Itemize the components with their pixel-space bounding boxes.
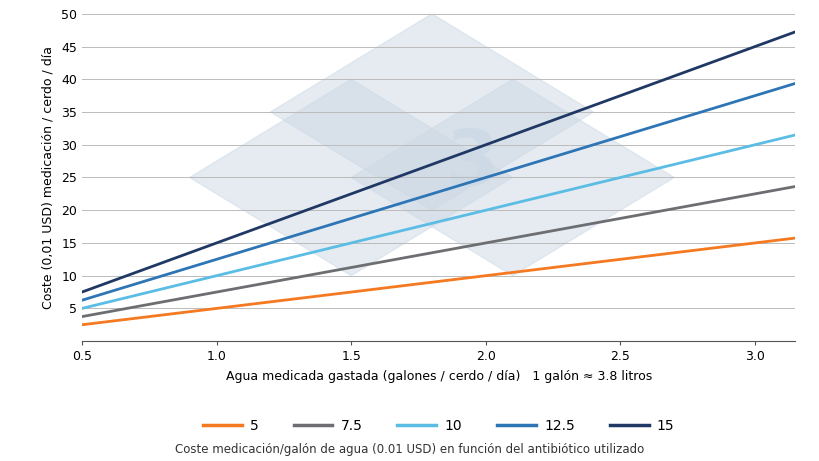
10 [77, 306, 87, 311]
5 [513, 269, 523, 274]
15 [790, 29, 799, 35]
Legend: 5, 7.5, 10, 12.5, 15: 5, 7.5, 10, 12.5, 15 [197, 414, 679, 439]
X-axis label: Agua medicada gastada (galones / cerdo / día)   1 galón ≈ 3.8 litros: Agua medicada gastada (galones / cerdo /… [225, 370, 651, 383]
Text: Coste medicación/galón de agua (0.01 USD) en función del antibiótico utilizado: Coste medicación/galón de agua (0.01 USD… [175, 443, 644, 456]
7.5 [723, 196, 733, 201]
12.5 [677, 115, 687, 120]
5 [499, 271, 509, 276]
12.5 [499, 169, 509, 175]
10 [79, 305, 89, 311]
Line: 15: 15 [82, 32, 794, 292]
15 [513, 130, 523, 136]
Polygon shape [189, 79, 512, 276]
12.5 [513, 165, 523, 170]
10 [677, 160, 687, 165]
Line: 10: 10 [82, 135, 794, 308]
10 [513, 200, 523, 205]
7.5 [513, 234, 523, 240]
7.5 [790, 184, 799, 189]
15 [677, 70, 687, 76]
Polygon shape [351, 79, 673, 276]
Text: 3: 3 [446, 127, 498, 201]
12.5 [77, 297, 87, 303]
7.5 [79, 313, 89, 319]
10 [723, 148, 733, 154]
Line: 7.5: 7.5 [82, 187, 794, 317]
5 [79, 322, 89, 327]
5 [790, 235, 799, 241]
12.5 [501, 168, 511, 174]
5 [677, 249, 687, 254]
12.5 [790, 81, 799, 86]
15 [501, 134, 511, 140]
5 [501, 270, 511, 276]
7.5 [677, 204, 687, 210]
Line: 5: 5 [82, 238, 794, 325]
12.5 [79, 297, 89, 302]
7.5 [77, 314, 87, 319]
10 [499, 203, 509, 208]
15 [723, 53, 733, 59]
15 [499, 135, 509, 141]
Y-axis label: Coste (0,01 USD) medicación / cerdo / día: Coste (0,01 USD) medicación / cerdo / dí… [41, 46, 54, 309]
15 [77, 290, 87, 295]
7.5 [501, 236, 511, 242]
Polygon shape [270, 14, 593, 210]
5 [77, 322, 87, 327]
12.5 [723, 101, 733, 106]
5 [723, 243, 733, 249]
Line: 12.5: 12.5 [82, 83, 794, 300]
15 [79, 289, 89, 294]
7.5 [499, 237, 509, 242]
10 [501, 202, 511, 208]
10 [790, 132, 799, 138]
